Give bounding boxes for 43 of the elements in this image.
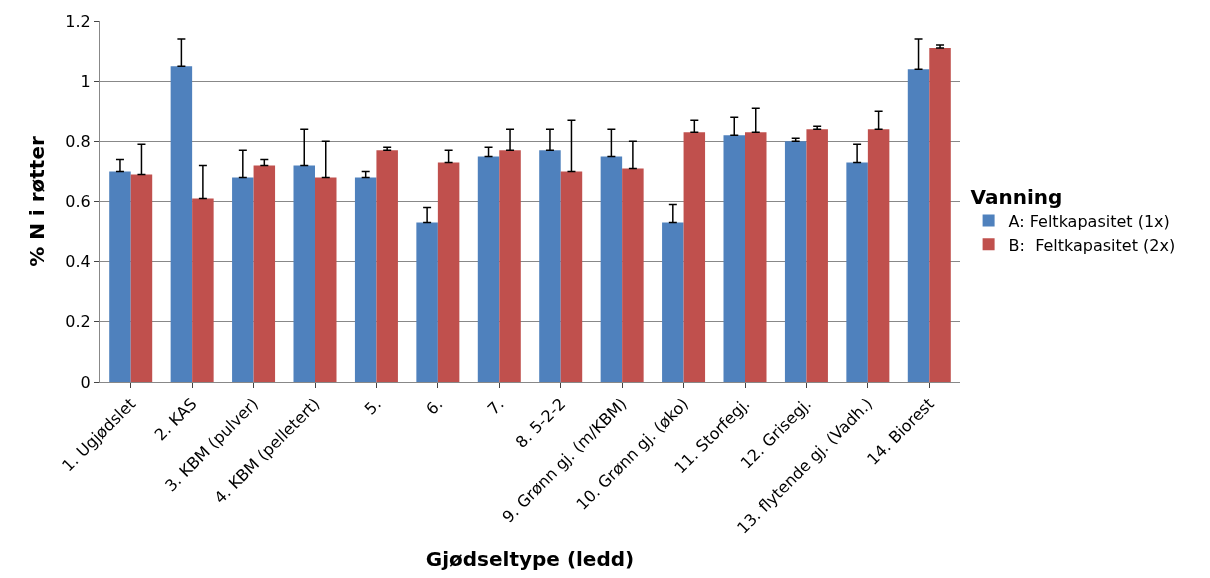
bar — [929, 48, 951, 382]
y-tick-label: 0.8 — [65, 131, 91, 151]
bar — [867, 129, 890, 382]
bar — [806, 129, 828, 382]
bar — [560, 171, 583, 382]
bar — [662, 222, 684, 382]
x-tick-label: 5. — [360, 394, 385, 419]
bar — [315, 177, 337, 382]
bar — [683, 132, 706, 382]
y-tick-label: 0.4 — [65, 252, 91, 272]
x-tick-label: 6. — [422, 394, 447, 419]
bar — [232, 177, 254, 382]
legend-label: B: Feltkapasitet (2x) — [1008, 235, 1176, 255]
y-tick-label: 1 — [80, 71, 91, 91]
y-tick-label: 0.6 — [65, 192, 91, 212]
bar — [437, 162, 460, 382]
y-tick-label: 1.2 — [65, 11, 91, 31]
bar — [539, 150, 561, 382]
bar — [622, 168, 644, 382]
legend-label: A: Feltkapasitet (1x) — [1008, 211, 1170, 231]
bar — [376, 150, 398, 382]
bar — [416, 222, 438, 382]
bar — [109, 171, 131, 382]
bar — [723, 135, 745, 382]
bar — [600, 156, 623, 382]
bar — [354, 177, 377, 382]
bar — [293, 165, 315, 382]
bar — [846, 162, 868, 382]
bar — [477, 156, 500, 382]
y-tick-label: 0.2 — [65, 312, 91, 332]
bar — [170, 66, 193, 382]
y-axis-title: % N i røtter — [24, 136, 49, 267]
y-tick-label: 0 — [80, 372, 91, 392]
bar — [745, 132, 767, 382]
bar — [253, 165, 276, 382]
bar — [499, 150, 521, 382]
bar — [784, 141, 807, 382]
bar — [130, 174, 153, 382]
legend-title: Vanning — [970, 184, 1063, 209]
bar — [907, 69, 930, 382]
bar — [192, 198, 214, 382]
x-axis-title: Gjødseltype (ledd) — [425, 546, 635, 571]
x-tick-label: 7. — [483, 394, 508, 419]
